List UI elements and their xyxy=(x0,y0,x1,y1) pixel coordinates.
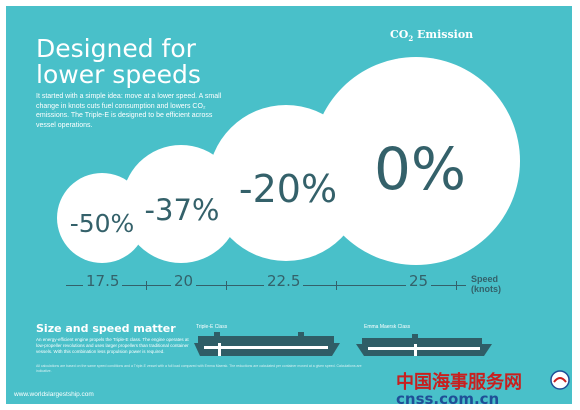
section-title: Size and speed matter xyxy=(36,322,176,335)
headline: Designed for lower speeds xyxy=(36,36,256,88)
headline-line-2: lower speeds xyxy=(36,60,201,89)
co2-suffix: Emission xyxy=(413,28,474,41)
fine-print: All calculations are based on the same s… xyxy=(36,364,362,373)
speed-axis-tick xyxy=(226,281,227,290)
speed-label-22-5: 22.5 xyxy=(264,272,304,290)
headline-line-1: Designed for xyxy=(36,34,196,63)
triple-e-ship-illustration xyxy=(194,332,340,356)
speed-axis-tick xyxy=(146,281,147,290)
speed-unit-label: Speed (knots) xyxy=(471,274,501,294)
co2-subscript: 2 xyxy=(408,34,414,44)
section-body: An energy-efficient engine propels the T… xyxy=(36,337,189,354)
website-link[interactable]: www.worldslargestship.com xyxy=(14,391,94,398)
speed-label-25: 25 xyxy=(406,272,432,290)
speed-unit-line-2: (knots) xyxy=(471,284,501,294)
co2-emission-label: CO2 Emission xyxy=(390,28,473,43)
emission-bubbles: -50% -37% -20% 0% xyxy=(57,57,520,265)
cnss-logo-icon xyxy=(550,370,570,390)
watermark-chinese-text: 中国海事服务网 xyxy=(396,372,522,393)
ship-label-triple-e: Triple-E Class xyxy=(196,324,228,330)
co2-prefix: CO xyxy=(390,28,409,41)
bubble-value-3: -20% xyxy=(239,167,337,211)
speed-unit-line-1: Speed xyxy=(471,274,499,284)
bubble-25-knots xyxy=(312,57,520,265)
cnss-watermark: 中国海事服务网 cnss.com.cn xyxy=(394,368,570,410)
bubble-value-2: -37% xyxy=(145,193,220,227)
speed-label-20: 20 xyxy=(171,272,197,290)
speed-label-17-5: 17.5 xyxy=(83,272,123,290)
intro-text: It started with a simple idea: move at a… xyxy=(36,93,222,129)
ship-label-emma-maersk: Emma Maersk Class xyxy=(364,324,411,330)
speed-axis-tick xyxy=(456,281,457,290)
bubble-value-1: -50% xyxy=(70,209,135,238)
speed-axis-tick xyxy=(336,281,337,290)
watermark-url: cnss.com.cn xyxy=(396,390,500,408)
infographic-poster: Designed for lower speeds It started wit… xyxy=(6,6,572,404)
bubble-value-4: 0% xyxy=(374,135,466,203)
emma-maersk-ship-illustration xyxy=(356,334,492,356)
